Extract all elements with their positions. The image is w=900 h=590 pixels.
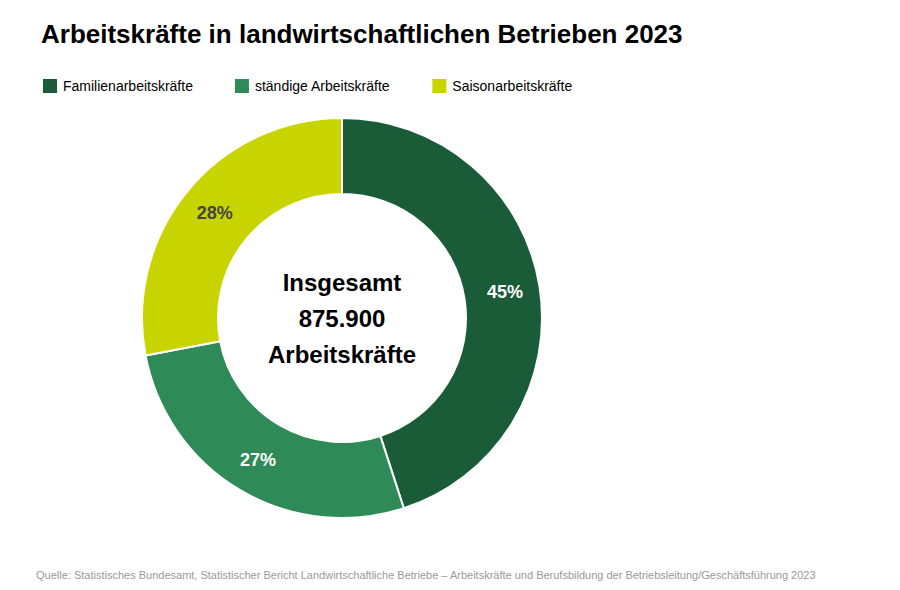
- svg-text:27%: 27%: [240, 450, 276, 470]
- svg-text:Insgesamt: Insgesamt: [283, 269, 402, 296]
- svg-text:Familienarbeitskräfte: Familienarbeitskräfte: [63, 78, 193, 94]
- svg-text:28%: 28%: [197, 203, 233, 223]
- svg-text:Saisonarbeitskräfte: Saisonarbeitskräfte: [452, 78, 572, 94]
- svg-text:Quelle: Statistisches Bundesam: Quelle: Statistisches Bundesamt, Statist…: [36, 569, 816, 581]
- svg-text:45%: 45%: [487, 282, 523, 302]
- svg-text:Arbeitskräfte in landwirtschaf: Arbeitskräfte in landwirtschaftlichen Be…: [41, 19, 683, 49]
- svg-text:ständige Arbeitskräfte: ständige Arbeitskräfte: [255, 78, 390, 94]
- svg-text:Arbeitskräfte: Arbeitskräfte: [268, 341, 416, 368]
- svg-text:875.900: 875.900: [299, 305, 386, 332]
